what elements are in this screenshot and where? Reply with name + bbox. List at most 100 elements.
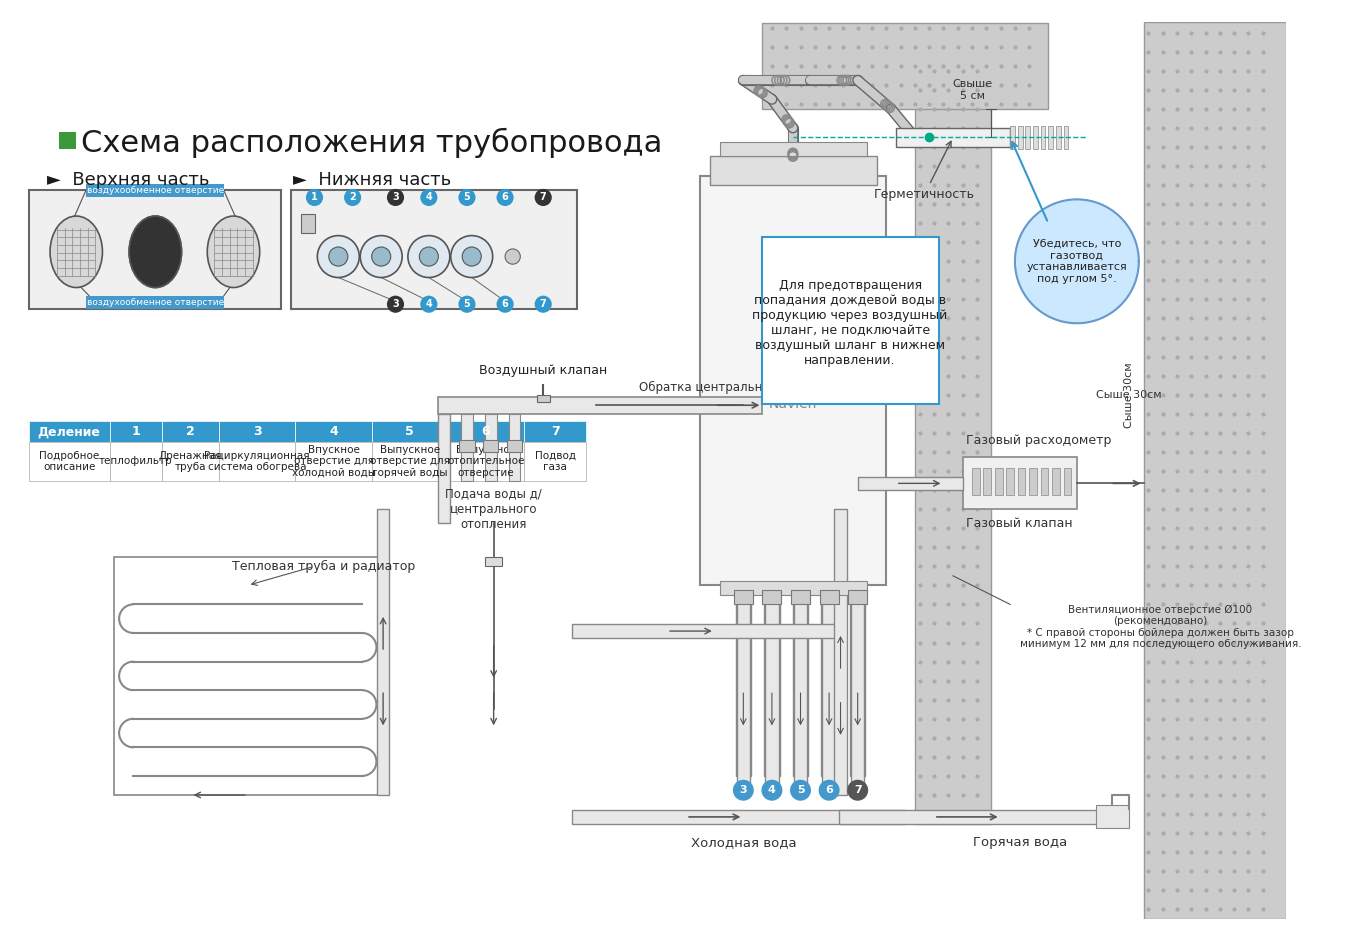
Bar [762,24,1048,109]
Text: воздухообменное отверстие: воздухообменное отверстие [86,297,224,307]
Circle shape [372,247,391,266]
Bar [734,590,753,604]
Text: Герметичность: Герметичность [874,188,975,201]
Bar [1040,468,1048,495]
Text: 7: 7 [854,785,862,795]
Bar [162,442,219,481]
Bar [820,590,839,604]
Circle shape [459,189,476,206]
Text: Выпускное
отверстие для
горячей воды: Выпускное отверстие для горячей воды [370,445,449,478]
Bar [765,595,780,776]
Text: 6: 6 [482,425,490,439]
Circle shape [847,780,869,801]
Text: Холодная вода: Холодная вода [691,837,796,849]
Text: 6: 6 [826,785,834,795]
Bar [115,557,382,795]
Bar [109,442,162,481]
Text: 6: 6 [502,299,509,310]
Bar [86,295,224,309]
Text: Впускное
отверстие для
холодной воды: Впускное отверстие для холодной воды [291,445,375,478]
Text: Убедитесь, что
газотвод
устанавливается
под углом 5°.: Убедитесь, что газотвод устанавливается … [1027,239,1128,284]
Bar [572,810,905,823]
Circle shape [534,295,552,312]
Bar [996,468,1002,495]
Bar [793,595,808,776]
Bar [765,585,778,795]
Bar [1052,468,1060,495]
Circle shape [387,189,405,206]
Circle shape [451,235,492,278]
Bar [849,590,867,604]
Bar [793,585,807,795]
Text: Тепловая труба и радиатор: Тепловая труба и радиатор [232,560,415,573]
Bar [737,585,750,795]
Bar [963,456,1077,509]
Bar [372,442,448,481]
Bar [710,156,877,185]
Circle shape [791,780,811,801]
Circle shape [463,247,482,266]
Bar [915,42,992,823]
Bar [1010,126,1014,149]
Bar [1017,126,1023,149]
Circle shape [421,189,437,206]
Text: Подача воды д/
центрального
отопления: Подача воды д/ центрального отопления [445,487,542,531]
Text: Свыше
5 см: Свыше 5 см [952,79,992,101]
Text: 7: 7 [540,299,546,310]
Circle shape [819,780,839,801]
Circle shape [421,295,437,312]
Bar [1029,468,1037,495]
Text: 1: 1 [312,193,318,202]
Text: воздухообменное отверстие: воздухообменное отверстие [86,186,224,196]
Text: Выпускное
отопительное
отверстие: Выпускное отопительное отверстие [448,445,525,478]
Bar [983,468,992,495]
Circle shape [733,780,754,801]
Bar [438,414,449,523]
Bar [1017,468,1025,495]
Text: 3: 3 [739,785,747,795]
Bar [762,237,939,405]
Bar [1063,468,1071,495]
Text: Сыше 30см: Сыше 30см [1097,390,1161,400]
Text: Navien: Navien [769,397,817,411]
Bar [719,581,867,595]
Bar [295,442,372,481]
Bar [509,414,521,481]
Bar [791,590,809,604]
Text: 2: 2 [349,193,356,202]
Bar [28,422,109,442]
Text: Дренажная
труба: Дренажная труба [159,451,223,472]
Bar [461,414,472,481]
Ellipse shape [50,216,103,288]
Bar [700,176,886,585]
Bar [823,585,836,795]
Ellipse shape [130,216,182,288]
Bar [1095,805,1129,828]
Text: 5: 5 [464,193,471,202]
Bar [1048,126,1054,149]
Text: 6: 6 [502,193,509,202]
Bar [1040,126,1045,149]
Bar [109,422,162,442]
Bar [28,190,281,309]
Bar [896,128,1010,147]
Ellipse shape [130,216,182,288]
Circle shape [505,249,521,264]
Circle shape [496,295,514,312]
Text: 2: 2 [186,425,196,439]
Polygon shape [1014,199,1139,324]
Circle shape [420,247,438,266]
Bar [572,625,839,638]
Text: Сыше 30см: Сыше 30см [1124,362,1135,427]
Text: теплофильтр: теплофильтр [98,456,173,467]
Text: Для предотвращения
попадания дождевой воды в
продукцию через воздушный
шланг, не: Для предотвращения попадания дождевой во… [753,279,948,367]
Text: Подвод
газа: Подвод газа [534,451,576,472]
Text: 5: 5 [797,785,804,795]
Bar [86,184,224,198]
Bar [822,595,836,776]
Text: 7: 7 [550,425,560,439]
Bar [851,585,865,795]
Bar [28,442,109,481]
Text: 3: 3 [254,425,262,439]
Text: ►  Верхняя часть: ► Верхняя часть [47,171,210,189]
